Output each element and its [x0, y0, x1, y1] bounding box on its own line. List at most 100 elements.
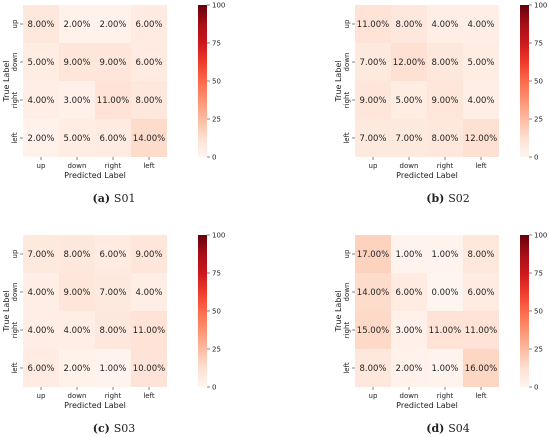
cell-label-r0-c3: 6.00%	[135, 20, 162, 30]
colorbar-tick-label: 0	[212, 154, 216, 162]
cell-label-r1-c3: 4.00%	[135, 288, 162, 298]
heatmap-cell-r0-c3	[131, 235, 167, 273]
colorbar-tick-label: 75	[534, 40, 543, 48]
colorbar-tick-label: 50	[534, 308, 543, 316]
cell-label-r2-c2: 9.00%	[431, 96, 458, 106]
heatmap-cell-r0-c0	[23, 235, 59, 273]
caption-name: S01	[114, 192, 136, 205]
panel-caption: (c) S03	[93, 422, 135, 435]
colorbar-tick-label: 50	[212, 308, 221, 316]
heatmap-cell-r3-c0	[23, 119, 59, 157]
cell-label-r2-c3: 11.00%	[465, 326, 497, 336]
cell-label-r1-c3: 5.00%	[467, 58, 494, 68]
cell-label-r1-c3: 6.00%	[135, 58, 162, 68]
heatmap-cell-r1-c1	[59, 273, 95, 311]
cell-label-r3-c2: 8.00%	[431, 134, 458, 144]
x-tick-label: down	[400, 162, 419, 170]
y-tick-label: up	[11, 249, 19, 258]
heatmap-cell-r2-c2	[427, 81, 463, 119]
cell-label-r0-c0: 17.00%	[357, 250, 389, 260]
panel-caption: (d) S04	[426, 422, 469, 435]
heatmap-panel-3: 7.00% 8.00% 6.00% 9.00% 4.00% 9.00% 7.00% 4.00%…	[2, 232, 225, 436]
colorbar	[520, 5, 529, 157]
cell-label-r3-c1: 2.00%	[395, 364, 422, 374]
caption-letter: (a)	[93, 192, 114, 205]
y-tick-label: left	[343, 362, 351, 374]
x-axis-label: Predicted Label	[64, 171, 126, 180]
heatmap-cell-r0-c3	[463, 235, 499, 273]
cell-label-r2-c3: 4.00%	[467, 96, 494, 106]
colorbar	[520, 235, 529, 387]
x-tick-label: left	[143, 392, 155, 400]
colorbar-tick-label: 75	[212, 270, 221, 278]
colorbar-tick-label: 25	[534, 346, 543, 354]
cell-label-r0-c1: 8.00%	[395, 20, 422, 30]
heatmap-cell-r2-c0	[355, 311, 391, 349]
cell-label-r0-c0: 7.00%	[27, 250, 54, 260]
cell-label-r1-c2: 7.00%	[99, 288, 126, 298]
heatmap-cell-r0-c1	[59, 235, 95, 273]
cell-label-r2-c1: 5.00%	[395, 96, 422, 106]
cell-label-r1-c1: 9.00%	[63, 58, 90, 68]
cell-label-r3-c0: 8.00%	[359, 364, 386, 374]
colorbar-tick-label: 0	[212, 384, 216, 392]
cell-label-r3-c2: 6.00%	[99, 134, 126, 144]
heatmap-cell-r2-c0	[355, 81, 391, 119]
heatmap-cell-r1-c3	[131, 273, 167, 311]
caption-name: S04	[448, 422, 470, 435]
x-axis-label: Predicted Label	[396, 401, 458, 410]
cell-label-r3-c3: 14.00%	[133, 134, 165, 144]
cell-label-r1-c0: 4.00%	[27, 288, 54, 298]
cell-label-r0-c3: 8.00%	[467, 250, 494, 260]
y-tick-label: right	[11, 92, 19, 109]
heatmap-cell-r1-c2	[95, 273, 131, 311]
heatmap-cell-r1-c1	[391, 43, 427, 81]
x-tick-label: up	[37, 162, 46, 170]
cell-label-r3-c0: 6.00%	[27, 364, 54, 374]
colorbar-tick-label: 25	[534, 116, 543, 124]
y-tick-label: down	[11, 283, 19, 302]
heatmap-cell-r1-c3	[463, 43, 499, 81]
cell-label-r3-c1: 5.00%	[63, 134, 90, 144]
y-axis-label: True Label	[2, 290, 11, 332]
heatmap-cell-r1-c2	[427, 273, 463, 311]
cell-label-r2-c1: 3.00%	[63, 96, 90, 106]
cell-label-r1-c1: 6.00%	[395, 288, 422, 298]
heatmap-cell-r2-c3	[131, 81, 167, 119]
cell-label-r1-c0: 7.00%	[359, 58, 386, 68]
heatmap-cell-r1-c2	[427, 43, 463, 81]
colorbar	[198, 5, 207, 157]
heatmap-cell-r3-c1	[59, 119, 95, 157]
y-tick-label: left	[343, 132, 351, 144]
panel-caption: (b) S02	[426, 192, 469, 205]
colorbar-tick-label: 0	[534, 154, 538, 162]
heatmap-cell-r2-c2	[95, 311, 131, 349]
heatmap-cell-r0-c2	[427, 5, 463, 43]
heatmap-cell-r3-c3	[463, 349, 499, 387]
cell-label-r3-c3: 10.00%	[133, 364, 165, 374]
cell-label-r0-c1: 1.00%	[395, 250, 422, 260]
caption-letter: (c)	[93, 422, 114, 435]
x-tick-label: right	[105, 392, 122, 400]
panel-caption: (a) S01	[93, 192, 136, 205]
heatmap-cell-r3-c0	[23, 349, 59, 387]
cell-label-r1-c1: 9.00%	[63, 288, 90, 298]
cell-label-r2-c1: 4.00%	[63, 326, 90, 336]
heatmap-cell-r0-c2	[95, 235, 131, 273]
heatmap-cell-r2-c2	[95, 81, 131, 119]
cell-label-r3-c1: 2.00%	[63, 364, 90, 374]
colorbar-tick-label: 25	[212, 346, 221, 354]
y-axis-label: True Label	[2, 60, 11, 102]
x-tick-label: right	[437, 392, 454, 400]
heatmap-cell-r0-c2	[427, 235, 463, 273]
x-tick-label: up	[37, 392, 46, 400]
caption-letter: (d)	[426, 422, 448, 435]
x-tick-label: left	[475, 392, 487, 400]
cell-label-r0-c2: 6.00%	[99, 250, 126, 260]
y-tick-label: left	[11, 362, 19, 374]
heatmap-panel-2: 11.00% 8.00% 4.00% 4.00% 7.00% 12.00% 8.00% 5.0…	[334, 2, 547, 206]
y-tick-label: up	[11, 19, 19, 28]
x-tick-label: up	[369, 392, 378, 400]
heatmap-cell-r1-c0	[355, 43, 391, 81]
